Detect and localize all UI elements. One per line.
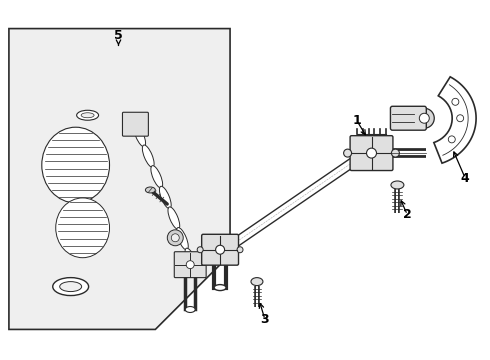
- Ellipse shape: [151, 166, 163, 188]
- Ellipse shape: [172, 234, 179, 242]
- Ellipse shape: [186, 261, 194, 269]
- Ellipse shape: [76, 110, 98, 120]
- Ellipse shape: [185, 248, 197, 270]
- Ellipse shape: [214, 285, 226, 291]
- Ellipse shape: [415, 108, 434, 128]
- FancyBboxPatch shape: [122, 112, 148, 136]
- FancyBboxPatch shape: [350, 136, 393, 171]
- FancyBboxPatch shape: [202, 234, 239, 265]
- Text: 4: 4: [461, 171, 469, 185]
- Ellipse shape: [448, 136, 455, 143]
- Ellipse shape: [53, 278, 89, 296]
- Ellipse shape: [81, 113, 94, 118]
- FancyBboxPatch shape: [174, 252, 206, 278]
- Ellipse shape: [343, 149, 352, 157]
- Ellipse shape: [419, 113, 429, 123]
- Ellipse shape: [167, 230, 183, 246]
- Ellipse shape: [134, 124, 146, 147]
- Ellipse shape: [56, 198, 110, 258]
- Text: 1: 1: [352, 114, 361, 127]
- Text: 3: 3: [261, 313, 269, 326]
- Ellipse shape: [197, 247, 203, 253]
- Ellipse shape: [216, 245, 224, 254]
- Polygon shape: [434, 77, 476, 163]
- Polygon shape: [220, 148, 370, 256]
- Ellipse shape: [60, 282, 82, 292]
- Ellipse shape: [251, 278, 263, 285]
- Ellipse shape: [391, 181, 404, 189]
- Ellipse shape: [452, 98, 459, 105]
- Ellipse shape: [168, 207, 180, 229]
- Ellipse shape: [176, 228, 188, 250]
- Text: 5: 5: [114, 29, 123, 42]
- Polygon shape: [9, 28, 230, 329]
- Ellipse shape: [146, 187, 155, 193]
- FancyBboxPatch shape: [391, 106, 426, 130]
- Ellipse shape: [159, 186, 171, 208]
- Ellipse shape: [367, 148, 376, 158]
- Ellipse shape: [392, 149, 399, 157]
- Ellipse shape: [143, 145, 154, 167]
- Ellipse shape: [185, 306, 195, 312]
- Ellipse shape: [237, 247, 243, 253]
- Text: 2: 2: [403, 208, 412, 221]
- Ellipse shape: [42, 127, 110, 203]
- Ellipse shape: [457, 115, 464, 122]
